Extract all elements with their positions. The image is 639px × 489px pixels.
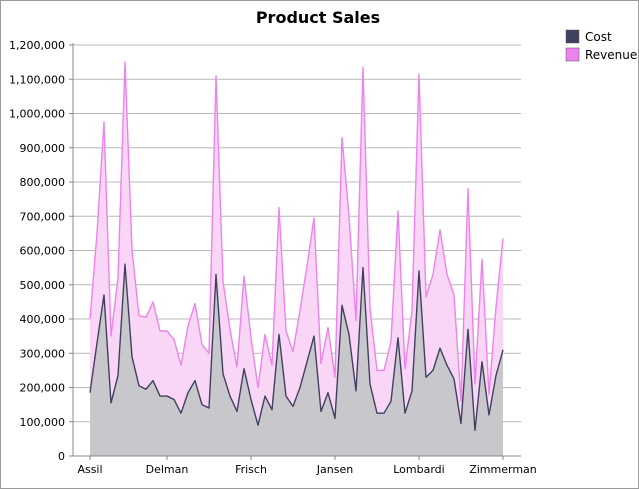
y-tick-label: 0: [58, 450, 65, 463]
y-tick-label: 1,100,000: [9, 73, 65, 86]
y-tick-label: 1,000,000: [9, 108, 65, 121]
legend-label-revenue: Revenue: [585, 48, 637, 62]
y-tick-label: 900,000: [20, 142, 66, 155]
y-tick-label: 200,000: [20, 382, 66, 395]
y-tick-label: 500,000: [20, 279, 66, 292]
x-tick-label: Lombardi: [393, 463, 444, 476]
y-tick-label: 1,200,000: [9, 39, 65, 52]
cost-area: [90, 264, 503, 456]
y-tick-label: 800,000: [20, 176, 66, 189]
x-tick-label: Delman: [146, 463, 189, 476]
axes: [72, 43, 521, 457]
x-tick-label: Assil: [77, 463, 102, 476]
y-tick-label: 400,000: [20, 313, 66, 326]
legend-label-cost: Cost: [585, 30, 612, 44]
y-tick-label: 300,000: [20, 347, 66, 360]
y-tick-label: 600,000: [20, 245, 66, 258]
revenue-line: [89, 61, 504, 402]
chart-title: Product Sales: [256, 8, 380, 27]
x-tick-label: Jansen: [316, 463, 353, 476]
cost-line: [89, 263, 504, 432]
legend-swatch-cost: [565, 29, 580, 44]
legend: Cost Revenue: [565, 29, 637, 62]
x-tick-label: Frisch: [235, 463, 267, 476]
legend-swatch-revenue: [565, 47, 580, 62]
x-tick-label: Zimmerman: [469, 463, 537, 476]
y-tick-label: 100,000: [20, 416, 66, 429]
series-areas: [89, 61, 504, 456]
y-tick-label: 700,000: [20, 210, 66, 223]
y-axis-ticks: 0 100,000 200,000 300,000 400,000 500,000 600,…: [9, 39, 73, 463]
x-axis-ticks: Assil Delman Frisch Jansen Lombardi Zimmerman: [77, 456, 537, 476]
